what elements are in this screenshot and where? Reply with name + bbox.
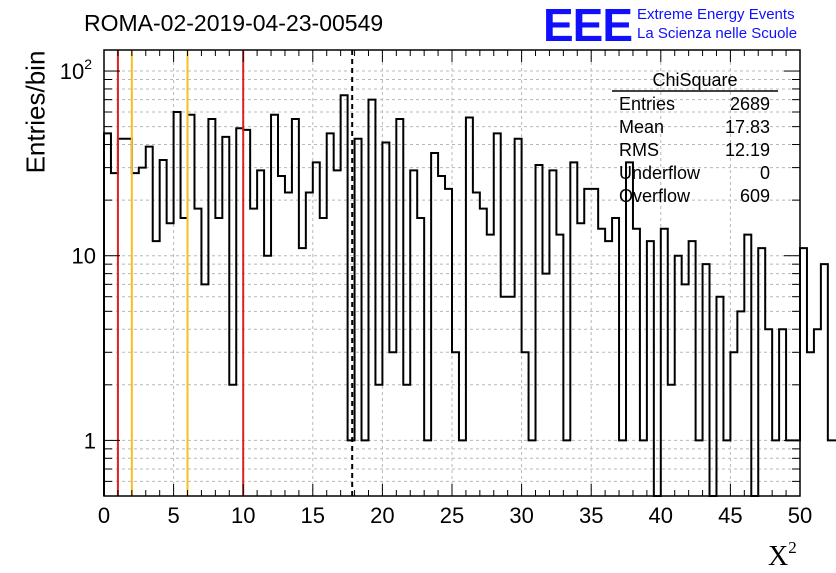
x-tick-label: 40 (649, 503, 673, 528)
x-tick-label: 35 (579, 503, 603, 528)
y-tick-label-base: 10 (60, 59, 84, 84)
stats-row-label: Underflow (619, 163, 701, 183)
stats-row-label: RMS (619, 140, 659, 160)
stats-row-label: Overflow (619, 186, 691, 206)
x-tick-label: 0 (98, 503, 110, 528)
stats-row-value: 12.19 (725, 140, 770, 160)
reference-lines-layer (118, 50, 352, 496)
x-tick-label: 45 (718, 503, 742, 528)
stats-box: ChiSquare Entries 2689 Mean 17.83 RMS 12.19 Und… (612, 70, 778, 206)
x-tick-label: 10 (231, 503, 255, 528)
stats-row-value: 0 (760, 163, 770, 183)
stats-row-value: 609 (740, 186, 770, 206)
x-tick-label: 30 (509, 503, 533, 528)
x-tick-label: 5 (167, 503, 179, 528)
stats-row-value: 2689 (730, 94, 770, 114)
y-tick-label: 1 (84, 428, 96, 453)
stats-row-value: 17.83 (725, 117, 770, 137)
y-tick-label: 10 (72, 244, 96, 269)
stats-row-label: Entries (619, 94, 675, 114)
x-tick-label: 20 (370, 503, 394, 528)
stats-row-label: Mean (619, 117, 664, 137)
x-tick-label: 15 (301, 503, 325, 528)
stats-box-title: ChiSquare (652, 70, 737, 90)
x-tick-label: 25 (440, 503, 464, 528)
y-tick-label: 102 (60, 56, 92, 84)
x-tick-label: 50 (788, 503, 812, 528)
y-tick-label-exponent: 2 (84, 56, 92, 72)
